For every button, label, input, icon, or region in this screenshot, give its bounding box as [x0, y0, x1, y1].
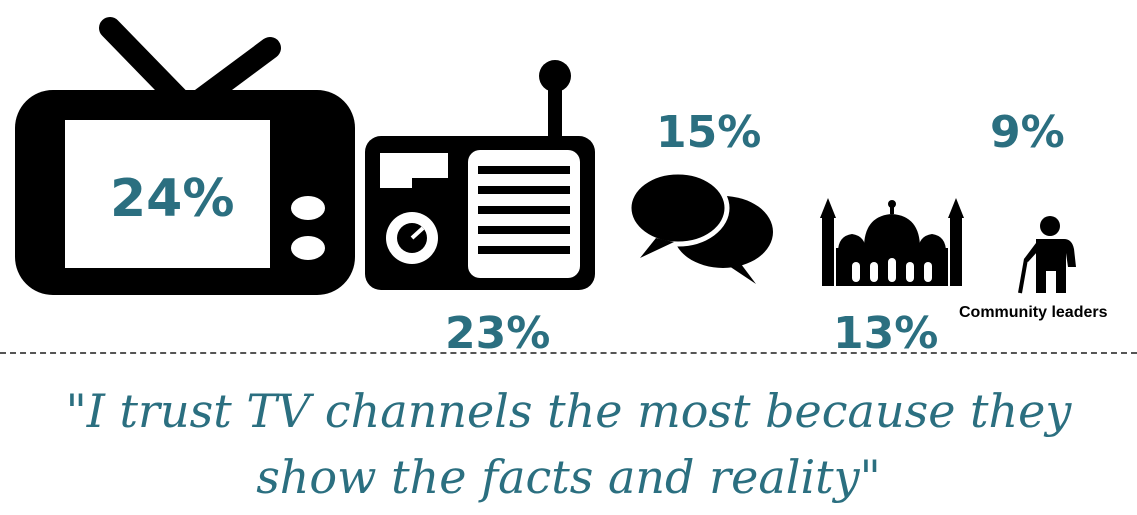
tv-icon — [15, 17, 355, 295]
radio-icon — [365, 60, 595, 290]
mosque-icon — [820, 198, 964, 286]
tv-percent: 24% — [110, 169, 235, 229]
dashed-divider — [0, 352, 1137, 354]
religious-percent: 13% — [833, 308, 939, 359]
speech-bubbles-icon — [628, 169, 773, 284]
quote-text: "I trust TV channels the most because th… — [65, 384, 1072, 504]
radio-percent: 23% — [445, 308, 551, 359]
elder-icon — [1018, 216, 1076, 294]
community-percent: 9% — [990, 107, 1065, 158]
speech-percent: 15% — [656, 107, 762, 158]
community-leaders-label: Community leaders — [959, 304, 1108, 321]
